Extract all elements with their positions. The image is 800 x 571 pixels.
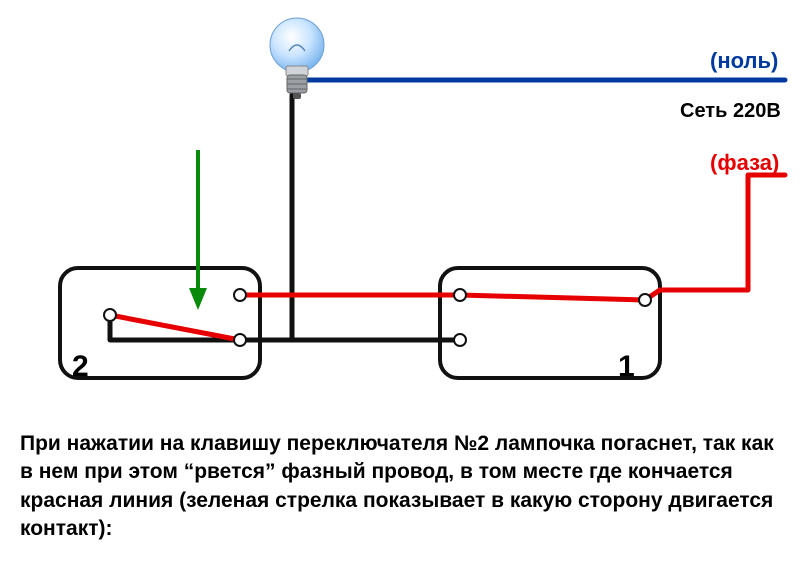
caption-text: При нажатии на клавишу переключателя №2 …	[20, 430, 780, 543]
mains-label: Сеть 220В	[680, 100, 781, 123]
switch2-label: 2	[72, 350, 89, 384]
switch1-label: 1	[618, 350, 635, 384]
light-bulb	[0, 0, 800, 155]
phase-label: (фаза)	[710, 150, 779, 176]
neutral-label: (ноль)	[710, 48, 778, 74]
